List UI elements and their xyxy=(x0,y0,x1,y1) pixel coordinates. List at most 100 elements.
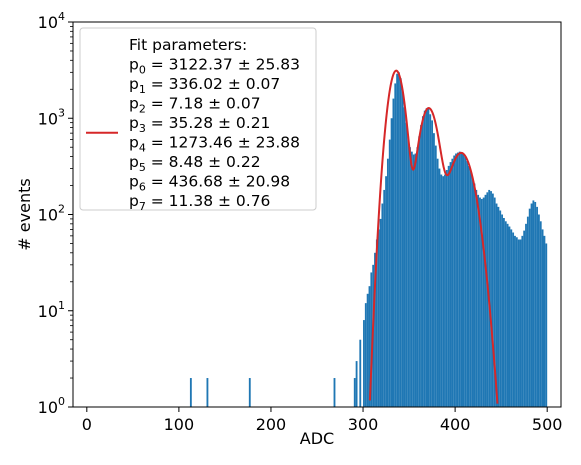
legend-entry: p7 = 11.38 ± 0.76 xyxy=(129,192,270,213)
legend-entry: p2 = 7.18 ± 0.07 xyxy=(129,95,261,116)
histogram-bar xyxy=(537,214,540,407)
histogram-bar xyxy=(495,203,498,407)
histogram-bar xyxy=(532,200,535,407)
y-tick-label: 101 xyxy=(38,299,65,321)
histogram-bar xyxy=(189,378,192,407)
legend-entry: p6 = 436.68 ± 20.98 xyxy=(129,173,290,194)
histogram-bar xyxy=(499,210,502,407)
histogram-bar xyxy=(388,139,391,407)
histogram-bar xyxy=(468,165,470,407)
histogram-bar xyxy=(394,83,397,408)
histogram-bar xyxy=(401,91,404,408)
legend-entry: p3 = 35.28 ± 0.21 xyxy=(129,114,270,135)
histogram-bar xyxy=(484,194,487,407)
histogram-bar xyxy=(407,136,410,407)
x-tick-label: 400 xyxy=(440,415,471,434)
histogram-bar xyxy=(541,229,544,407)
histogram-bar xyxy=(370,272,373,407)
histogram-bar xyxy=(392,98,395,407)
histogram-bar xyxy=(504,221,507,407)
histogram-bar xyxy=(471,177,474,407)
histogram-bar xyxy=(456,152,459,407)
histogram-bar xyxy=(421,116,424,408)
histogram-bar xyxy=(475,189,478,407)
histogram-bar xyxy=(206,378,209,407)
histogram-bar xyxy=(398,72,400,407)
histogram-bar xyxy=(506,223,509,407)
histogram-bar xyxy=(409,147,411,407)
histogram-bar xyxy=(525,223,527,407)
legend-entry: p5 = 8.48 ± 0.22 xyxy=(129,153,261,174)
histogram-bar xyxy=(385,176,387,407)
histogram-bar xyxy=(425,108,428,407)
histogram-bar xyxy=(368,286,371,407)
histogram-bar xyxy=(405,122,408,408)
histogram-bar xyxy=(519,239,522,407)
histogram-bar xyxy=(451,158,454,407)
histogram-bar xyxy=(403,107,406,407)
histogram-bar xyxy=(423,110,426,407)
histogram-bar xyxy=(445,169,448,407)
histogram-bar xyxy=(379,218,382,407)
histogram-bar xyxy=(390,118,393,407)
histogram-bar xyxy=(479,197,481,407)
histogram-bar xyxy=(353,378,356,407)
y-tick-label: 103 xyxy=(38,106,65,128)
histogram-bar xyxy=(374,252,376,407)
x-tick-label: 0 xyxy=(82,415,92,434)
histogram-bar xyxy=(412,154,415,407)
y-axis-label: # events xyxy=(15,178,34,250)
histogram-bar xyxy=(363,320,365,407)
x-tick-label: 200 xyxy=(256,415,287,434)
histogram-bar xyxy=(434,145,437,407)
histogram-bar xyxy=(399,78,402,407)
histogram-bar xyxy=(431,120,434,407)
histogram-bar xyxy=(386,158,389,407)
histogram-bar xyxy=(359,339,362,407)
histogram-bar xyxy=(375,239,378,407)
x-tick-label: 300 xyxy=(348,415,379,434)
x-axis-label: ADC xyxy=(300,429,334,448)
histogram-bars xyxy=(189,72,548,408)
histogram-bar xyxy=(377,229,380,407)
histogram-bar xyxy=(536,206,538,407)
histogram-bar xyxy=(508,226,511,407)
histogram-bar xyxy=(510,229,513,407)
legend-title: Fit parameters: xyxy=(129,36,247,54)
histogram-bar xyxy=(458,151,461,407)
y-tick-label: 104 xyxy=(38,10,65,32)
histogram-bar xyxy=(453,155,456,407)
histogram-bar xyxy=(539,221,542,407)
histogram-bar xyxy=(523,230,526,407)
histogram-bar xyxy=(455,153,457,407)
histogram-bar xyxy=(440,174,443,407)
y-tick-label: 102 xyxy=(38,203,65,225)
histogram-bar xyxy=(416,147,419,407)
histogram-bar xyxy=(460,152,463,407)
histogram-bar xyxy=(438,168,441,407)
histogram-bar xyxy=(515,237,518,407)
histogram-bar xyxy=(545,243,548,407)
histogram-bar xyxy=(477,194,480,407)
y-tick-label: 100 xyxy=(38,395,65,417)
histogram-bar xyxy=(514,235,516,407)
x-tick-label: 500 xyxy=(532,415,563,434)
histogram-bar xyxy=(534,201,537,407)
histogram-bar xyxy=(418,136,421,407)
histogram-bar xyxy=(466,160,468,407)
x-tick-label: 100 xyxy=(164,415,195,434)
histogram-bar xyxy=(497,206,500,407)
histogram-bar xyxy=(410,151,413,407)
histogram-bar xyxy=(429,114,432,408)
histogram-bar xyxy=(543,235,546,407)
histogram-bar xyxy=(449,162,452,407)
histogram-bar xyxy=(502,217,505,407)
histogram-bar xyxy=(383,189,386,407)
histogram-bar xyxy=(420,125,422,407)
x-axis-ticks: 0 100 200 300 400 500 xyxy=(82,407,563,434)
histogram-bar xyxy=(248,378,251,407)
y-axis-ticks: 100 101 102 103 104 xyxy=(38,10,73,417)
histogram-bar xyxy=(414,153,417,407)
